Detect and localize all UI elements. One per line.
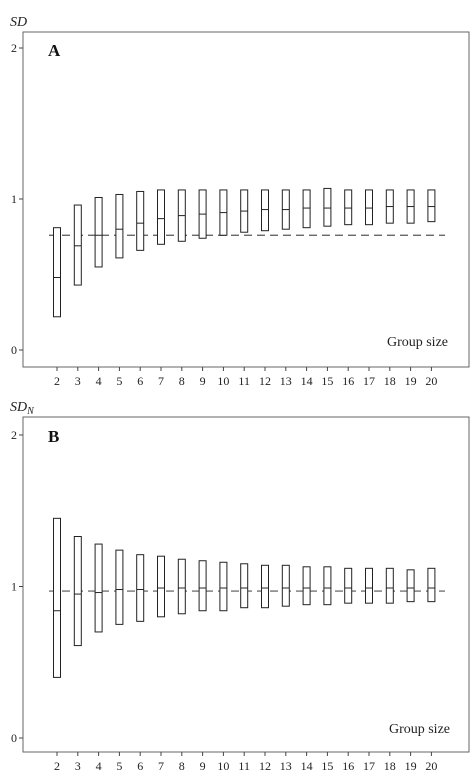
- box-4: [94, 543, 103, 633]
- x-tick-label: 5: [116, 374, 122, 388]
- box-7: [157, 189, 165, 245]
- x-tick-label: 11: [238, 374, 250, 388]
- x-tick-label: 15: [321, 374, 333, 388]
- x-tick-label: 3: [75, 374, 81, 388]
- x-tick-label: 19: [405, 374, 417, 388]
- y-axis-label-main: SD: [10, 400, 27, 415]
- y-tick-label: 0: [11, 343, 17, 357]
- y-axis-label: SDN: [10, 400, 35, 417]
- y-ticks: 0 1 2: [11, 41, 23, 357]
- x-tick-label: 18: [384, 759, 396, 773]
- box-3: [73, 204, 82, 286]
- panel-a: SD A Group size 012 2 3 4 5 6 7 8 9 10 11 12 13 14 15…: [10, 15, 470, 388]
- box-14: [302, 189, 311, 229]
- box-2: [53, 517, 61, 678]
- box-18: [385, 567, 394, 604]
- box-15: [323, 566, 332, 606]
- x-tick-label: 16: [342, 759, 354, 773]
- box-3: [73, 536, 82, 647]
- box-10: [219, 561, 228, 612]
- y-axis-label-subscript: N: [26, 406, 35, 417]
- x-tick-label: 16: [342, 374, 354, 388]
- box-16: [344, 567, 353, 604]
- box-20: [427, 189, 436, 223]
- x-tick-label: 2: [54, 374, 60, 388]
- boxes: [53, 187, 436, 318]
- x-ticks: 2 3 4 5 6 7 8 9 10 11 12 13 14 15 16 17 18 19 20: [54, 367, 437, 388]
- box-15: [323, 187, 332, 227]
- box-19: [406, 569, 415, 603]
- box-11: [240, 563, 249, 609]
- x-tick-label: 9: [200, 374, 206, 388]
- x-axis-label: Group size: [389, 722, 450, 737]
- box-12: [261, 564, 269, 609]
- box-16: [344, 189, 353, 226]
- y-tick-label: 2: [11, 428, 17, 442]
- x-tick-label: 2: [54, 759, 60, 773]
- x-tick-label: 12: [259, 759, 271, 773]
- y-axis-label: SD: [10, 15, 27, 30]
- box-20: [427, 567, 436, 603]
- box-13: [281, 564, 290, 607]
- x-axis-label: Group size: [387, 335, 448, 350]
- x-tick-label: 11: [238, 759, 250, 773]
- box-6: [136, 190, 145, 251]
- y-tick-label: 2: [11, 41, 17, 55]
- x-tick-label: 17: [363, 374, 375, 388]
- x-ticks: 2 3 4 5 6 7 8 9 10 11 12 13 14 15 16 17 18 19 20: [54, 752, 437, 773]
- box-2: [53, 227, 61, 318]
- y-tick-label: 1: [11, 192, 17, 206]
- box-17: [365, 567, 373, 604]
- panel-letter: B: [48, 427, 59, 446]
- x-tick-label: 20: [425, 374, 437, 388]
- x-tick-label: 10: [217, 374, 229, 388]
- x-tick-label: 15: [321, 759, 333, 773]
- x-tick-label: 13: [280, 759, 292, 773]
- y-ticks: 0 1 2: [11, 428, 23, 745]
- x-tick-label: 8: [179, 759, 185, 773]
- x-tick-label: 6: [137, 374, 143, 388]
- x-tick-label: 5: [116, 759, 122, 773]
- plot-frame: [22, 416, 470, 753]
- box-8: [177, 558, 186, 615]
- boxes: [53, 517, 436, 678]
- panel-b: SDN B Group size 012 2 3 4 5 6 7 8 9 10 11 12 13 14 1…: [10, 400, 470, 773]
- box-9: [198, 560, 207, 612]
- x-tick-label: 18: [384, 374, 396, 388]
- y-tick-label: 1: [11, 580, 17, 594]
- x-tick-label: 3: [75, 759, 81, 773]
- x-tick-label: 14: [301, 759, 313, 773]
- box-5: [115, 193, 124, 259]
- x-tick-label: 12: [259, 374, 271, 388]
- box-5: [115, 549, 124, 625]
- x-tick-label: 19: [405, 759, 417, 773]
- x-tick-label: 7: [158, 374, 164, 388]
- box-7: [157, 555, 165, 618]
- x-tick-label: 9: [200, 759, 206, 773]
- x-tick-label: 4: [96, 374, 102, 388]
- x-tick-label: 6: [137, 759, 143, 773]
- panel-letter: A: [48, 41, 61, 60]
- x-tick-label: 13: [280, 374, 292, 388]
- x-tick-label: 14: [301, 374, 313, 388]
- x-tick-label: 8: [179, 374, 185, 388]
- x-tick-label: 4: [96, 759, 102, 773]
- box-6: [136, 554, 145, 622]
- y-tick-label: 0: [11, 731, 17, 745]
- box-4: [94, 196, 103, 268]
- x-tick-label: 17: [363, 759, 375, 773]
- x-tick-label: 7: [158, 759, 164, 773]
- x-tick-label: 20: [425, 759, 437, 773]
- box-12: [261, 189, 269, 232]
- x-tick-label: 10: [217, 759, 229, 773]
- box-17: [365, 189, 373, 226]
- box-14: [302, 566, 311, 606]
